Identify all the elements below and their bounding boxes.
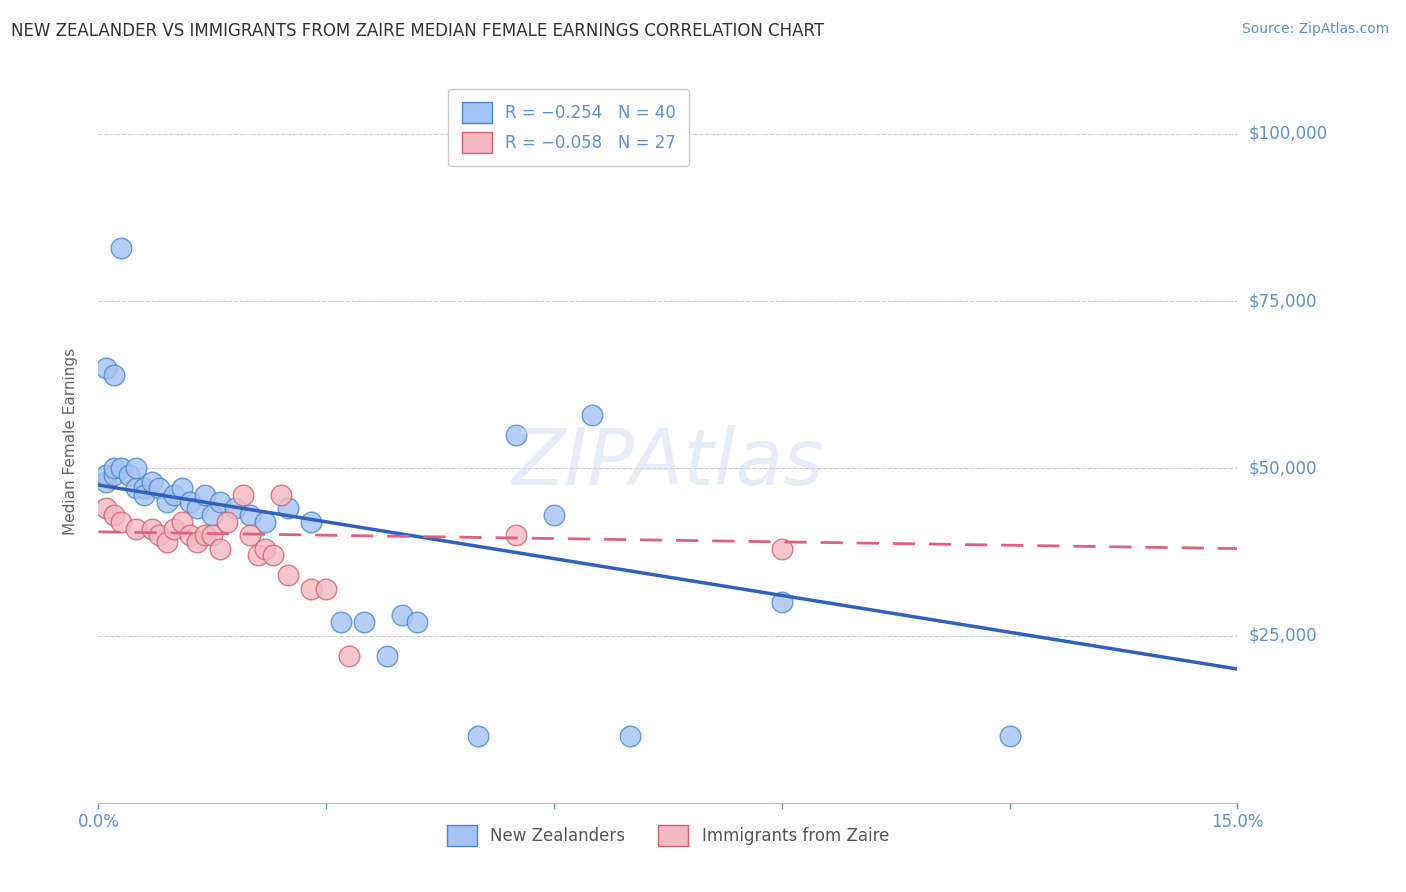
Point [315,582,337,596]
Point [170,515,193,529]
Text: $100,000: $100,000 [1249,125,1327,143]
Point [543,508,565,523]
Legend: New Zealanders, Immigrants from Zaire: New Zealanders, Immigrants from Zaire [433,812,903,860]
Point [103,508,125,523]
Text: NEW ZEALANDER VS IMMIGRANTS FROM ZAIRE MEDIAN FEMALE EARNINGS CORRELATION CHART: NEW ZEALANDER VS IMMIGRANTS FROM ZAIRE M… [11,22,824,40]
Point [170,482,193,496]
Point [299,515,322,529]
Point [406,615,429,630]
Text: $75,000: $75,000 [1249,292,1317,310]
Point [505,528,527,542]
Point [156,534,179,549]
Point [94,361,117,376]
Point [239,528,262,542]
Point [254,541,277,556]
Point [262,548,284,563]
Point [179,494,201,508]
Point [94,475,117,489]
Point [505,427,527,442]
Point [179,528,201,542]
Point [277,501,299,516]
Point [277,568,299,582]
Point [110,240,132,255]
Point [217,515,239,529]
Point [94,501,117,516]
Point [103,467,125,482]
Point [246,548,269,563]
Point [299,582,322,596]
Point [770,595,793,609]
Point [186,534,208,549]
Point [132,488,155,502]
Point [163,488,186,502]
Point [125,482,148,496]
Point [125,521,148,535]
Point [375,648,398,663]
Point [94,467,117,482]
Point [186,501,208,516]
Point [156,494,179,508]
Point [103,461,125,475]
Point [110,515,132,529]
Point [201,528,224,542]
Point [141,521,163,535]
Text: $50,000: $50,000 [1249,459,1317,477]
Point [148,528,170,542]
Point [194,528,217,542]
Point [208,541,231,556]
Point [118,467,141,482]
Point [148,482,170,496]
Point [619,729,641,743]
Point [330,615,353,630]
Text: ZIPAtlas: ZIPAtlas [512,425,824,501]
Point [254,515,277,529]
Point [141,475,163,489]
Point [467,729,489,743]
Point [163,521,186,535]
Point [770,541,793,556]
Point [239,508,262,523]
Point [998,729,1021,743]
Text: $25,000: $25,000 [1249,626,1317,645]
Point [224,501,246,516]
Point [110,461,132,475]
Point [270,488,292,502]
Point [125,461,148,475]
Point [201,508,224,523]
Point [103,368,125,382]
Point [232,488,254,502]
Point [581,408,603,422]
Point [353,615,375,630]
Point [208,494,231,508]
Text: Source: ZipAtlas.com: Source: ZipAtlas.com [1241,22,1389,37]
Point [391,608,413,623]
Y-axis label: Median Female Earnings: Median Female Earnings [63,348,77,535]
Point [337,648,360,663]
Point [194,488,217,502]
Point [132,482,155,496]
